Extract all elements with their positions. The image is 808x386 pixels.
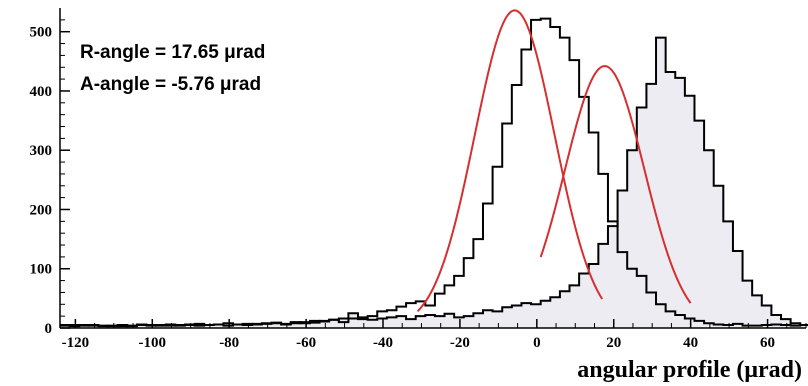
x-tick-label: -80 bbox=[219, 335, 239, 351]
x-tick-label: -20 bbox=[450, 335, 470, 351]
x-tick-label: -100 bbox=[139, 335, 167, 351]
y-tick-label: 300 bbox=[30, 143, 53, 159]
annotation-r-angle: R-angle = 17.65 μrad bbox=[80, 42, 265, 63]
x-tick-label: 40 bbox=[683, 335, 698, 351]
axes-layer bbox=[59, 8, 806, 329]
annotation-a-angle: A-angle = -5.76 μrad bbox=[80, 74, 261, 95]
y-tick-label: 0 bbox=[45, 321, 53, 337]
gaussian-fit-1 bbox=[539, 65, 692, 304]
y-tick-label: 400 bbox=[30, 84, 53, 100]
gaussian-fit-0 bbox=[416, 9, 604, 312]
y-tick-label: 100 bbox=[30, 262, 53, 278]
x-tick-label: -120 bbox=[62, 335, 90, 351]
outline-histogram-layer bbox=[60, 17, 808, 328]
x-axis-label: angular profile (μrad) bbox=[577, 357, 802, 383]
x-tick-label: 60 bbox=[760, 335, 775, 351]
y-tick-label: 200 bbox=[30, 202, 53, 218]
x-tick-label: 20 bbox=[606, 335, 621, 351]
gaussian-fit-layer bbox=[416, 9, 692, 312]
x-tick-label: -40 bbox=[373, 335, 393, 351]
x-tick-label: 0 bbox=[533, 335, 541, 351]
series-0-outline bbox=[60, 17, 808, 328]
x-tick-label: -60 bbox=[296, 335, 316, 351]
y-tick-label: 500 bbox=[30, 25, 53, 41]
x-ticks: -120 -100 -80 -60 -40 -20 0 20 40 60 bbox=[62, 319, 807, 351]
series-1-area bbox=[60, 37, 808, 328]
y-ticks: 0 100 200 300 400 500 bbox=[30, 19, 70, 337]
